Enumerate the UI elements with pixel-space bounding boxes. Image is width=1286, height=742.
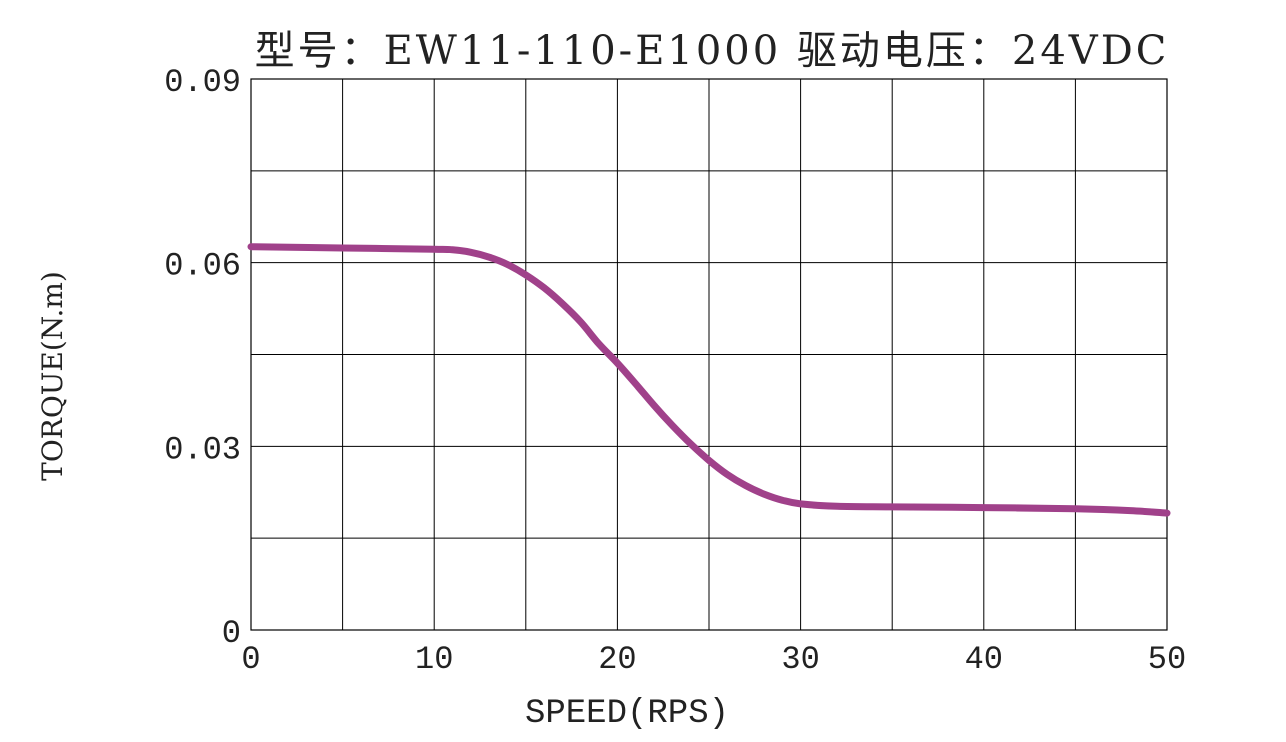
x-tick-label: 0: [241, 641, 260, 678]
y-tick-label: 0.09: [164, 64, 241, 101]
x-tick-label: 10: [415, 641, 453, 678]
plot-frame: [250, 78, 1168, 631]
grid: [251, 79, 1167, 630]
torque-curve: [247, 243, 1171, 517]
y-tick-label: 0.03: [164, 431, 241, 468]
x-axis-ticks: 0 10 20 30 40 50: [241, 641, 1186, 678]
x-tick-label: 30: [781, 641, 819, 678]
y-axis-ticks: 0 0.03 0.06 0.09: [164, 64, 241, 652]
y-tick-label: 0: [222, 615, 241, 652]
x-tick-label: 20: [598, 641, 636, 678]
y-axis-label: TORQUE(N.m): [36, 271, 69, 481]
x-tick-label: 50: [1148, 641, 1186, 678]
chart-title: 型号：EW11-110-E1000 驱动电压：24VDC: [255, 28, 1170, 74]
y-tick-label: 0.06: [164, 248, 241, 285]
x-tick-label: 40: [965, 641, 1003, 678]
x-axis-label: SPEED(RPS): [525, 695, 729, 733]
